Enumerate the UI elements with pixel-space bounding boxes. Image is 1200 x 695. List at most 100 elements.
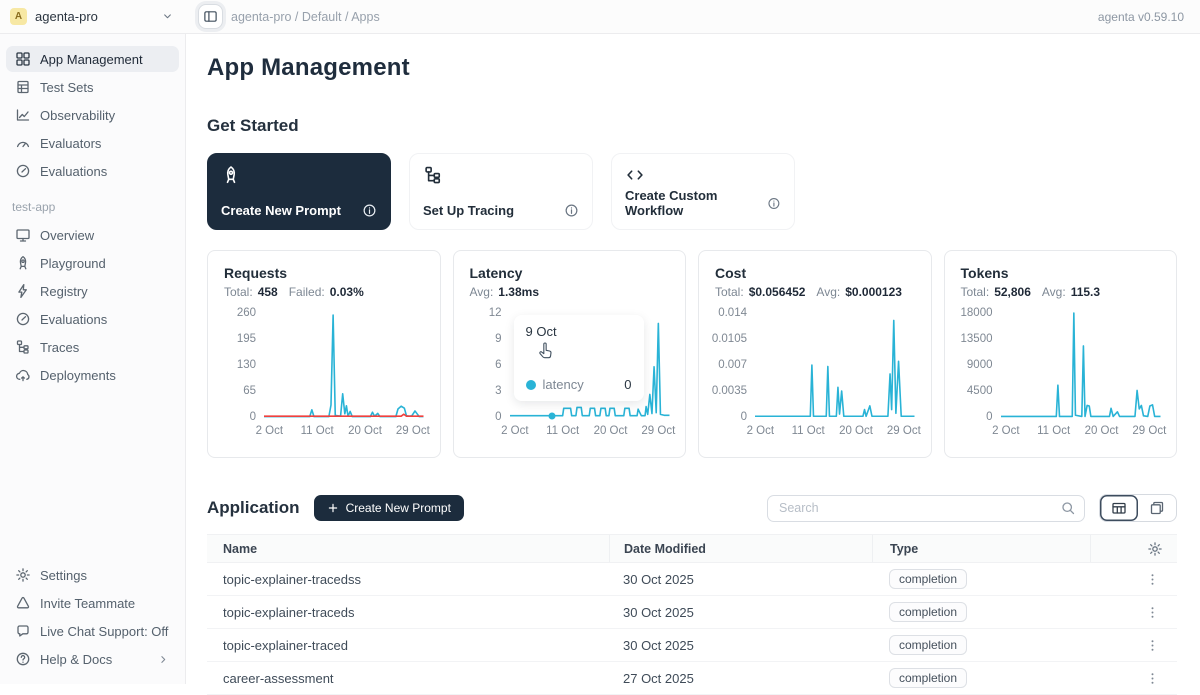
sidebar-item-label: Evaluations <box>40 164 107 179</box>
grid-icon <box>15 51 31 67</box>
sidebar-footer-item-settings[interactable]: Settings <box>6 562 179 588</box>
sidebar-item-label: Traces <box>40 340 79 355</box>
sidebar-footer-item-invite-teammate[interactable]: Invite Teammate <box>6 590 179 616</box>
tooltip-value: 0 <box>624 377 631 392</box>
sidebar-item-evaluations[interactable]: Evaluations <box>6 158 179 184</box>
application-header-row: Application Create New Prompt <box>207 494 1177 522</box>
info-icon[interactable] <box>362 203 377 218</box>
sidebar-app-item-overview[interactable]: Overview <box>6 222 179 248</box>
breadcrumb: agenta-pro / Default / Apps <box>231 10 380 24</box>
card-view-icon <box>1149 500 1165 516</box>
row-menu-button[interactable] <box>1141 568 1163 590</box>
table-view-button[interactable] <box>1100 495 1138 521</box>
get-started-card-create-new-prompt[interactable]: Create New Prompt <box>207 153 391 230</box>
sidebar-item-label: Evaluators <box>40 136 101 151</box>
sidebar-item-app-management[interactable]: App Management <box>6 46 179 72</box>
search-box <box>767 495 1085 522</box>
tooltip-series-row: latency 0 <box>526 377 632 392</box>
app-date-modified: 27 Oct 2025 <box>609 671 872 686</box>
sidebar-item-label: Settings <box>40 568 87 583</box>
chart-title: Requests <box>224 265 424 281</box>
column-header-type[interactable]: Type <box>872 535 1090 562</box>
chat-icon <box>15 623 31 639</box>
sidebar-item-label: Test Sets <box>40 80 93 95</box>
rocket-icon <box>15 255 31 271</box>
sidebar-item-label: Overview <box>40 228 94 243</box>
create-new-prompt-button[interactable]: Create New Prompt <box>314 495 464 521</box>
speedo-icon <box>15 311 31 327</box>
page-title: App Management <box>207 54 1177 82</box>
sidebar-item-evaluators[interactable]: Evaluators <box>6 130 179 156</box>
app-name: topic-explainer-traceds <box>207 605 609 620</box>
gaugehalf-icon <box>15 135 31 151</box>
sidebar-main-group: App Management Test Sets Observability Eval… <box>6 46 179 186</box>
get-started-card-set-up-tracing[interactable]: Set Up Tracing <box>409 153 593 230</box>
chart-stats: Avg:1.38ms <box>470 285 670 299</box>
sidebar-toggle-button[interactable] <box>198 4 223 29</box>
applications-table: Name Date Modified Type topic-explainer-… <box>207 534 1177 695</box>
main-content: App Management Get Started Create New Pr… <box>186 34 1200 684</box>
sidebar-app-item-registry[interactable]: Registry <box>6 278 179 304</box>
dots-vertical-icon <box>1145 605 1160 620</box>
sidebar-footer-item-live-chat-support-off[interactable]: Live Chat Support: Off <box>6 618 179 644</box>
chevron-down-icon <box>161 10 174 23</box>
sidebar-app-item-playground[interactable]: Playground <box>6 250 179 276</box>
app-date-modified: 30 Oct 2025 <box>609 605 872 620</box>
panel-left-icon <box>203 9 218 24</box>
rocket-icon <box>221 165 241 185</box>
sidebar-item-label: Invite Teammate <box>40 596 135 611</box>
row-menu-button[interactable] <box>1141 601 1163 623</box>
app-type-badge: completion <box>889 602 967 622</box>
view-toggle <box>1099 494 1177 522</box>
app-version: agenta v0.59.10 <box>1098 10 1200 24</box>
sidebar-app-item-evaluations[interactable]: Evaluations <box>6 306 179 332</box>
sidebar-footer-item-help-docs[interactable]: Help & Docs <box>6 646 179 672</box>
sidebar-item-test-sets[interactable]: Test Sets <box>6 74 179 100</box>
row-menu-button[interactable] <box>1141 634 1163 656</box>
info-icon[interactable] <box>564 203 579 218</box>
app-name: topic-explainer-traced <box>207 638 609 653</box>
column-header-settings <box>1090 535 1177 562</box>
get-started-heading: Get Started <box>207 116 1177 136</box>
lightning-icon <box>15 283 31 299</box>
sidebar-app-item-traces[interactable]: Traces <box>6 334 179 360</box>
row-menu-button[interactable] <box>1141 667 1163 689</box>
get-started-card-create-custom-workflow[interactable]: Create Custom Workflow <box>611 153 795 230</box>
sidebar-app-item-deployments[interactable]: Deployments <box>6 362 179 388</box>
sidebar-item-label: Playground <box>40 256 106 271</box>
table-header: Name Date Modified Type <box>207 534 1177 563</box>
sidebar-item-observability[interactable]: Observability <box>6 102 179 128</box>
search-input[interactable] <box>767 495 1085 522</box>
search-icon[interactable] <box>1060 500 1076 516</box>
column-header-name[interactable]: Name <box>207 542 609 556</box>
card-view-button[interactable] <box>1138 495 1176 521</box>
speedo-icon <box>15 163 31 179</box>
column-header-date-modified[interactable]: Date Modified <box>609 535 872 562</box>
gear-icon <box>15 567 31 583</box>
hover-point-marker <box>549 412 556 419</box>
chart-plot <box>264 313 424 417</box>
desktop-icon <box>15 227 31 243</box>
app-type-badge: completion <box>889 569 967 589</box>
top-bar: A agenta-pro agenta-pro / Default / Apps… <box>0 0 1200 34</box>
info-icon[interactable] <box>767 196 781 211</box>
column-settings-gear-icon[interactable] <box>1147 541 1163 557</box>
app-date-modified: 30 Oct 2025 <box>609 572 872 587</box>
chart-plot <box>1001 313 1161 417</box>
workspace-selector[interactable]: A agenta-pro <box>0 8 186 25</box>
workspace-name: agenta-pro <box>35 9 153 24</box>
